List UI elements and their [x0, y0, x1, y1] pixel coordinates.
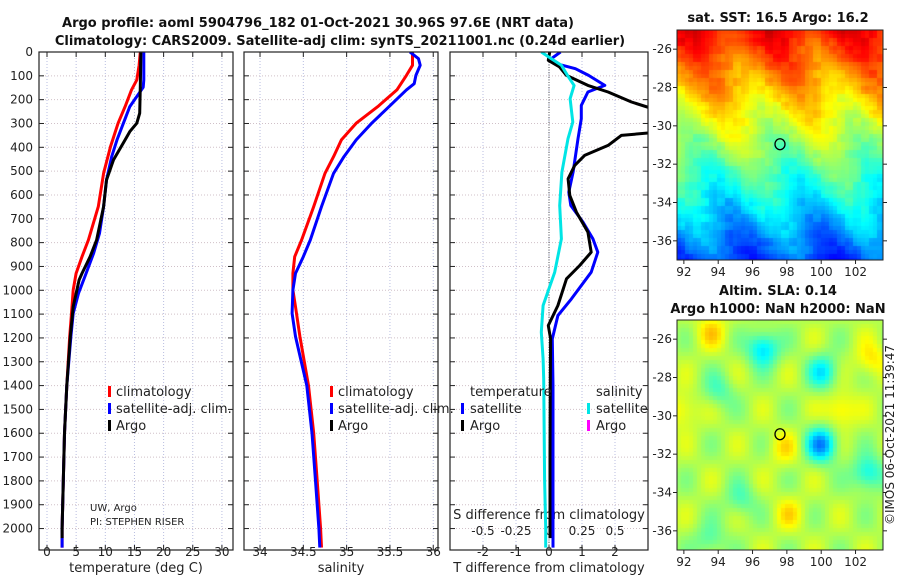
x-tick-label: 2: [611, 545, 619, 559]
x-axis-label: T difference from climatology: [452, 561, 645, 576]
legend-label: Argo: [116, 419, 146, 434]
y-tick-label: 400: [10, 140, 33, 154]
x-tick-label: -2: [477, 545, 489, 559]
legend-label: satellite-adj. clim.: [116, 402, 232, 417]
x-tick-label: 0: [545, 545, 553, 559]
profile-panel-2: 34 34.5 35 35.5 36 salinity climatology satelli…: [243, 51, 454, 576]
y-tick-label: 1000: [2, 283, 33, 297]
legend-label: Argo: [596, 419, 626, 434]
series-line-temperature-argo: [546, 52, 648, 539]
profile-panel-1: 0100200300400500600700800900100011001200…: [2, 45, 234, 576]
legend-label: satellite: [596, 402, 648, 417]
legend-label: satellite-adj. clim.: [338, 402, 454, 417]
legend-label: Argo: [470, 419, 500, 434]
y-tick-label: 1400: [2, 379, 33, 393]
x-tick-label: 1: [578, 545, 586, 559]
x-tick-label: 34.5: [290, 545, 317, 559]
y-tick-label: 1600: [2, 426, 33, 440]
legend-marker: [108, 420, 111, 431]
y-tick-label: 900: [10, 259, 33, 273]
x-tick-label: 36: [426, 545, 441, 559]
sst-map-title: sat. SST: 16.5 Argo: 16.2: [687, 11, 868, 26]
y-tick-label: 600: [10, 188, 33, 202]
credit-line-1: UW, Argo: [90, 503, 137, 514]
y-tick-label: 2000: [2, 522, 33, 536]
title-line-2: Climatology: CARS2009. Satellite-adj cli…: [55, 34, 625, 49]
legend-label: climatology: [116, 385, 192, 400]
x-tick-label: 10: [98, 545, 113, 559]
x-tick-label: 5: [72, 545, 80, 559]
x-tick-label: 20: [156, 545, 171, 559]
legend-title-temperature: temperature: [470, 385, 552, 400]
sla-map-subtitle: Argo h1000: NaN h2000: NaN: [670, 302, 885, 317]
legend-label: satellite: [470, 402, 522, 417]
legend-label: climatology: [338, 385, 414, 400]
s-tick-label: -0.25: [500, 524, 531, 538]
x-tick-label: -1: [510, 545, 522, 559]
timestamp: ©IMOS 06-Oct-2021 11:39:47: [883, 345, 897, 525]
legend-marker: [330, 386, 333, 397]
s-tick-label: -0.5: [471, 524, 494, 538]
legend-marker: [330, 420, 333, 431]
legend-marker: [461, 420, 464, 431]
y-tick-label: 1300: [2, 355, 33, 369]
x-tick-label: 15: [127, 545, 142, 559]
legend-marker: [587, 403, 590, 414]
s-tick-label: 0.25: [569, 524, 596, 538]
legend-marker: [330, 403, 333, 414]
series-line-climatology: [291, 52, 414, 548]
credit-line-2: PI: STEPHEN RISER: [90, 517, 184, 528]
legend-marker: [461, 403, 464, 414]
y-tick-label: 0: [25, 45, 33, 59]
y-tick-label: 200: [10, 93, 33, 107]
x-axis-label: salinity: [318, 561, 365, 576]
plot-frame: [38, 51, 234, 551]
legend-marker: [108, 403, 111, 414]
series-line-argo: [60, 52, 143, 539]
y-tick-label: 1500: [2, 402, 33, 416]
y-tick-label: 1700: [2, 450, 33, 464]
x-tick-label: 25: [185, 545, 200, 559]
title-line-1: Argo profile: aoml 5904796_182 01-Oct-20…: [62, 16, 574, 31]
y-tick-label: 500: [10, 164, 33, 178]
legend-label: Argo: [338, 419, 368, 434]
plot-frame: [449, 51, 649, 551]
legend-title-salinity: salinity: [596, 385, 643, 400]
plot-frame: [243, 51, 439, 551]
legend-marker: [108, 386, 111, 397]
y-tick-label: 1900: [2, 498, 33, 512]
y-tick-label: 700: [10, 212, 33, 226]
x-axis-label: temperature (deg C): [69, 561, 203, 576]
y-tick-label: 800: [10, 236, 33, 250]
sst-map-heatmap: [677, 30, 883, 260]
profile-panel-3: -2 -1 0 1 2 T difference from climatology -0.5…: [449, 51, 649, 576]
x-tick-label: 0: [43, 545, 51, 559]
legend-marker: [587, 420, 590, 431]
s-tick-label: 0.5: [605, 524, 624, 538]
y-tick-label: 1200: [2, 331, 33, 345]
y-tick-label: 300: [10, 116, 33, 130]
series-line-satellite-adj-clim-: [290, 52, 422, 548]
x-tick-label: 34: [252, 545, 267, 559]
x-tick-label: 35.5: [377, 545, 404, 559]
x-tick-label: 30: [214, 545, 229, 559]
y-tick-label: 100: [10, 69, 33, 83]
y-tick-label: 1100: [2, 307, 33, 321]
y-tick-label: 1800: [2, 474, 33, 488]
x-tick-label: 35: [339, 545, 354, 559]
sla-map-heatmap: [677, 320, 883, 550]
series-line-salinity-satellite: [539, 52, 576, 548]
sla-map-title: Altim. SLA: 0.14: [719, 284, 837, 299]
